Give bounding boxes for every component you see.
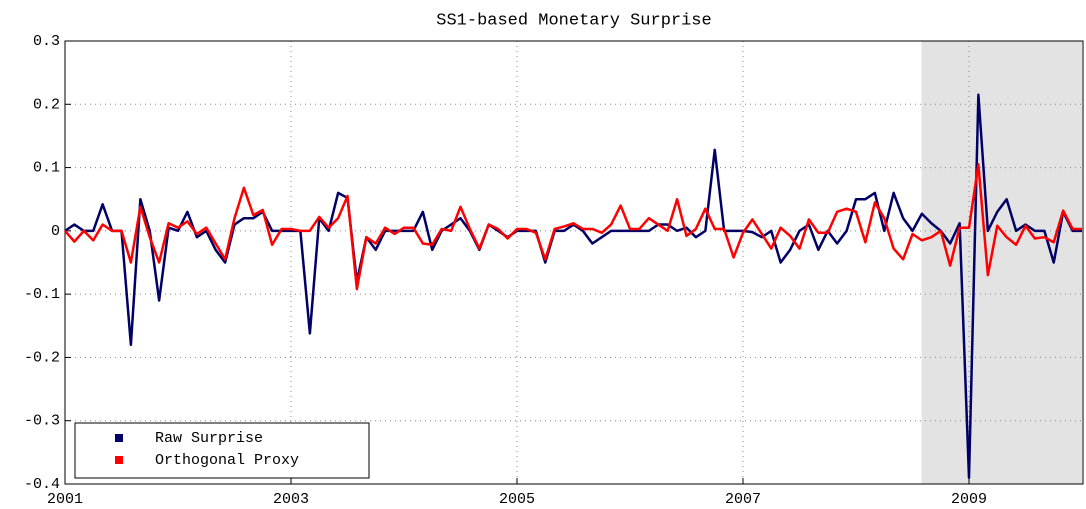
y-tick-label: 0 [51,223,60,240]
y-tick-label: -0.2 [24,349,60,366]
chart-title: SS1-based Monetary Surprise [436,11,711,30]
legend-marker [115,434,123,442]
y-tick-label: 0.1 [33,160,60,177]
legend-marker [115,456,123,464]
legend: Raw Surprise Orthogonal Proxy [74,422,370,479]
legend-box [74,422,370,479]
y-tick-label: 0.2 [33,96,60,113]
plot-frame [64,40,1084,485]
x-tick-label: 2003 [273,491,309,508]
x-tick-label: 2001 [47,491,83,508]
x-tick-label: 2005 [499,491,535,508]
legend-label: Raw Surprise [155,430,263,447]
y-tick-label: -0.3 [24,413,60,430]
y-tick-label: -0.1 [24,286,60,303]
x-tick-label: 2009 [951,491,987,508]
y-tick-label: -0.4 [24,476,60,493]
legend-label: Orthogonal Proxy [155,452,299,469]
y-tick-label: 0.3 [33,33,60,50]
x-tick-label: 2007 [725,491,761,508]
series-line [64,163,1082,291]
shaded-region [921,41,1082,484]
